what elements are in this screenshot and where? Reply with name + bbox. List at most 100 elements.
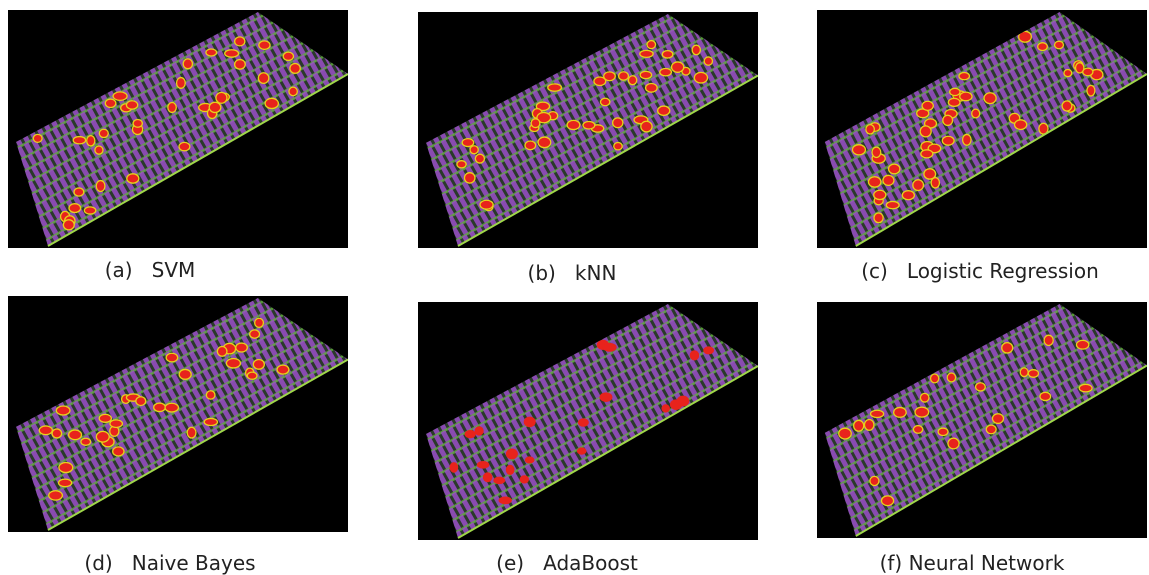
detection bbox=[81, 438, 91, 445]
detection bbox=[113, 447, 124, 456]
detection bbox=[922, 101, 933, 110]
detection bbox=[99, 414, 111, 422]
detection bbox=[604, 72, 616, 81]
detection bbox=[105, 99, 116, 107]
panel-image bbox=[418, 12, 758, 248]
detection bbox=[866, 125, 874, 134]
detection bbox=[868, 177, 881, 187]
detection bbox=[924, 169, 936, 179]
detection bbox=[976, 383, 986, 391]
detection bbox=[247, 372, 257, 379]
detection bbox=[255, 318, 264, 327]
detection bbox=[992, 414, 1003, 424]
detection bbox=[839, 428, 851, 439]
detection bbox=[168, 102, 176, 112]
detection bbox=[524, 417, 536, 428]
detection bbox=[920, 126, 931, 137]
detection bbox=[960, 92, 972, 101]
detection bbox=[1076, 340, 1088, 349]
detection bbox=[871, 410, 884, 417]
detection bbox=[154, 403, 166, 411]
detection bbox=[183, 59, 192, 69]
detection bbox=[277, 365, 289, 374]
detection bbox=[938, 428, 948, 435]
detection bbox=[520, 475, 529, 483]
detection bbox=[614, 143, 622, 150]
detection bbox=[39, 426, 52, 435]
detection bbox=[660, 69, 672, 76]
detection bbox=[206, 391, 215, 399]
detection bbox=[874, 190, 886, 199]
detection bbox=[477, 461, 490, 469]
detection bbox=[704, 57, 712, 65]
detection bbox=[33, 134, 42, 142]
detection bbox=[226, 358, 240, 367]
detection bbox=[289, 87, 297, 96]
panel-image bbox=[418, 302, 758, 540]
detection bbox=[73, 137, 85, 144]
detection bbox=[1062, 101, 1072, 111]
detection bbox=[179, 142, 190, 150]
detection bbox=[694, 72, 707, 83]
figure: (a) SVM (b) kNN (c) Logistic Regression … bbox=[0, 0, 1149, 575]
detection bbox=[1028, 370, 1038, 378]
detection bbox=[177, 78, 186, 89]
detection bbox=[113, 92, 127, 100]
caption: (c) Logistic Regression bbox=[861, 259, 1099, 283]
panel-image bbox=[817, 302, 1147, 538]
detection bbox=[283, 52, 293, 60]
detection bbox=[179, 369, 191, 379]
detection bbox=[506, 465, 515, 475]
caption: (b) kNN bbox=[528, 261, 617, 285]
detection bbox=[49, 491, 63, 500]
detection bbox=[525, 456, 535, 463]
detection bbox=[1064, 69, 1072, 76]
detection bbox=[894, 407, 907, 417]
detection bbox=[225, 50, 239, 57]
detection bbox=[1079, 384, 1092, 392]
detection bbox=[600, 392, 613, 402]
detection bbox=[852, 145, 865, 155]
detection bbox=[1002, 343, 1013, 353]
detection bbox=[265, 98, 278, 108]
detection bbox=[583, 121, 595, 129]
detection bbox=[948, 98, 960, 106]
detection bbox=[165, 403, 178, 412]
caption: (d) Naive Bayes bbox=[84, 551, 255, 575]
detection bbox=[1055, 41, 1064, 49]
detection bbox=[578, 418, 589, 427]
detection bbox=[462, 139, 473, 147]
detection bbox=[480, 200, 493, 209]
detection bbox=[1020, 368, 1028, 377]
detection bbox=[872, 147, 881, 157]
detection bbox=[913, 426, 922, 434]
detection bbox=[1038, 43, 1048, 51]
detection bbox=[1014, 120, 1026, 130]
detection bbox=[1019, 31, 1032, 42]
detection bbox=[874, 213, 883, 223]
detection bbox=[959, 72, 970, 79]
detection bbox=[662, 51, 673, 58]
detection bbox=[470, 146, 478, 154]
detection bbox=[127, 174, 139, 183]
detection bbox=[864, 419, 873, 430]
detection bbox=[870, 476, 879, 485]
detection bbox=[457, 161, 466, 168]
detection bbox=[204, 418, 217, 425]
detection bbox=[475, 426, 484, 435]
detection bbox=[236, 343, 248, 352]
detection bbox=[603, 343, 617, 352]
detection bbox=[87, 136, 95, 146]
detection bbox=[854, 420, 864, 431]
detection bbox=[206, 49, 217, 56]
detection bbox=[963, 134, 971, 145]
detection bbox=[619, 72, 629, 80]
detection bbox=[690, 350, 699, 360]
detection bbox=[235, 60, 246, 70]
detection bbox=[948, 438, 959, 449]
detection bbox=[703, 346, 714, 354]
detection bbox=[881, 496, 893, 506]
detection bbox=[677, 396, 690, 407]
detection bbox=[59, 479, 72, 486]
detection bbox=[640, 71, 652, 78]
